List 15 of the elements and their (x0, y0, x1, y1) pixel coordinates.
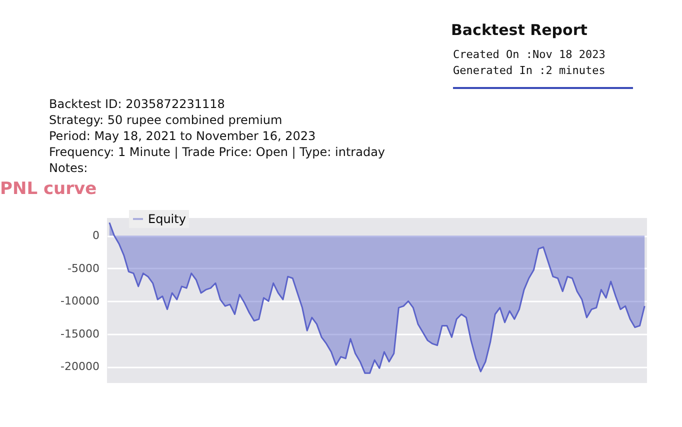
text: Backtest Report (451, 21, 588, 39)
text: Strategy: 50 rupee combined premium (49, 113, 282, 127)
y-tick-label: 0 (92, 229, 100, 242)
text: Backtest ID: 2035872231118 (49, 97, 225, 111)
y-tick-label: -10000 (60, 294, 100, 308)
legend-label: Equity (148, 212, 186, 226)
chart-title: PNL curve (0, 179, 97, 199)
y-tick-label: -20000 (60, 360, 100, 374)
text: Notes: (49, 161, 88, 175)
text: Frequency: 1 Minute | Trade Price: Open | Type: intraday (49, 145, 386, 159)
text: Created On :Nov 18 2023 (453, 48, 606, 61)
text: Period: May 18, 2021 to November 16, 2023 (49, 129, 316, 143)
text: Generated In :2 minutes (453, 64, 606, 77)
y-tick-label: -5000 (68, 262, 100, 275)
y-tick-label: -15000 (60, 327, 100, 340)
